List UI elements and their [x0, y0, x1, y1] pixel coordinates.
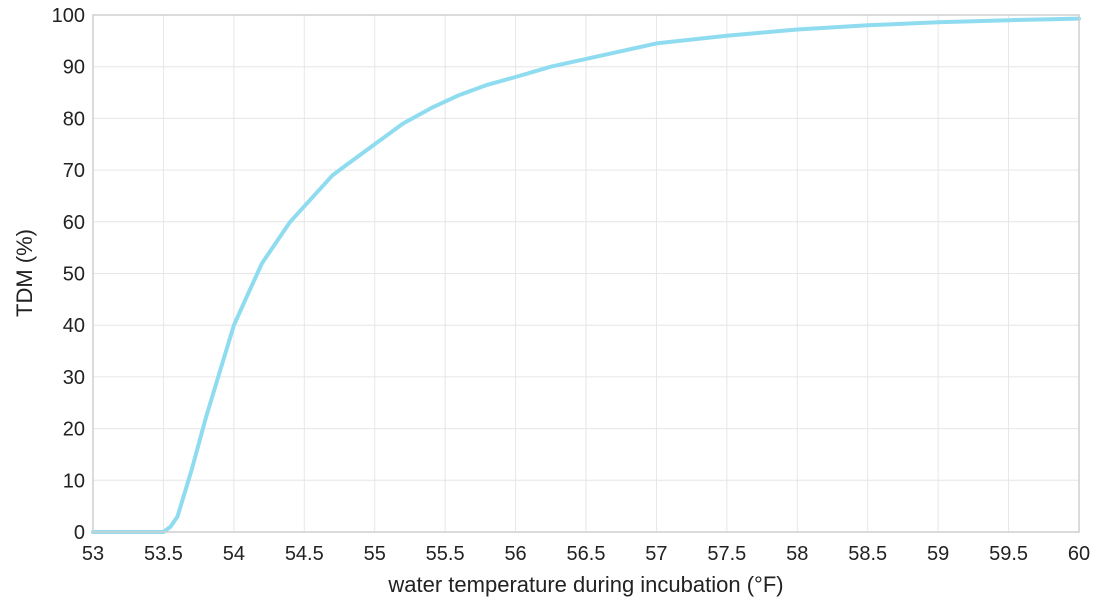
y-tick-label: 60	[63, 212, 85, 234]
y-tick-label: 70	[63, 160, 85, 182]
x-tick-label: 55	[364, 543, 386, 565]
x-tick-label: 59.5	[989, 543, 1028, 565]
series-group	[91, 16, 1081, 534]
x-tick-label: 60	[1068, 543, 1090, 565]
y-tick-labels: 0 10 20 30 40 50 60 70 80 90 100	[52, 5, 85, 544]
y-tick-label: 80	[63, 108, 85, 130]
y-tick-label: 30	[63, 367, 85, 389]
plot-frame	[92, 14, 1080, 533]
x-tick-label: 59	[927, 543, 949, 565]
y-axis-label: TDM (%)	[12, 229, 37, 317]
y-tick-label: 40	[63, 315, 85, 337]
x-tick-label: 57.5	[707, 543, 746, 565]
y-tick-label: 10	[63, 470, 85, 492]
x-tick-label: 54	[223, 543, 245, 565]
y-tick-label: 20	[63, 419, 85, 441]
x-tick-label: 58	[786, 543, 808, 565]
x-tick-label: 53.5	[144, 543, 183, 565]
x-tick-label: 56	[504, 543, 526, 565]
y-tick-label: 100	[52, 5, 85, 27]
x-tick-label: 53	[82, 543, 104, 565]
x-tick-label: 57	[645, 543, 667, 565]
x-axis-label: water temperature during incubation (°F)	[387, 572, 783, 597]
x-tick-label: 56.5	[567, 543, 606, 565]
x-tick-label: 55.5	[426, 543, 465, 565]
x-tick-label: 54.5	[285, 543, 324, 565]
series-line	[91, 16, 1081, 534]
y-tick-label: 50	[63, 264, 85, 286]
x-tick-label: 58.5	[848, 543, 887, 565]
y-tick-label: 90	[63, 57, 85, 79]
x-tick-labels: 53 53.5 54 54.5 55 55.5 56 56.5 57 57.5 58 58.5 59 59…	[82, 543, 1090, 565]
y-tick-label: 0	[74, 522, 85, 544]
